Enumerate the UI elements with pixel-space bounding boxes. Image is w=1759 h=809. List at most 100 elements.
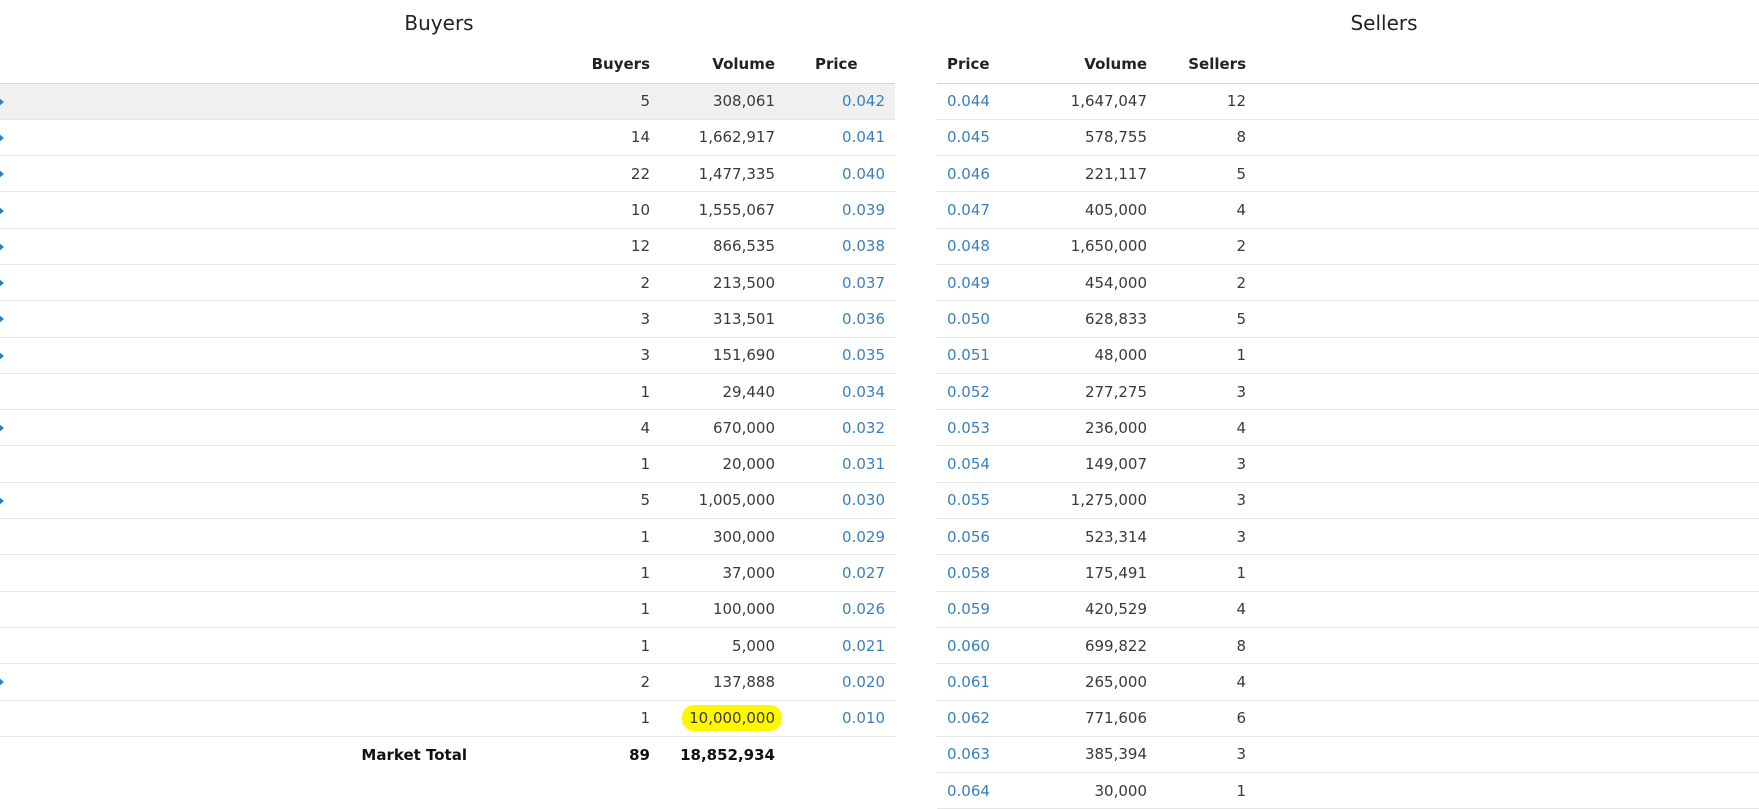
sellers-price-link[interactable]: 0.054 <box>937 445 1037 483</box>
sellers-price-link[interactable]: 0.059 <box>937 591 1037 628</box>
buyers-volume-header[interactable]: Volume <box>660 46 785 84</box>
buyers-row[interactable]: 22 1,477,335 0.040 <box>0 155 895 193</box>
sellers-price-link[interactable]: 0.055 <box>937 482 1037 520</box>
sellers-row[interactable]: 0.052 277,275 3 <box>937 373 1759 411</box>
sellers-price-link[interactable]: 0.047 <box>937 191 1037 229</box>
buyers-row[interactable]: 3 313,501 0.036 <box>0 300 895 338</box>
sellers-row[interactable]: 0.051 48,000 1 <box>937 337 1759 374</box>
sellers-price-link[interactable]: 0.062 <box>937 700 1037 737</box>
sellers-price-link[interactable]: 0.044 <box>937 83 1037 120</box>
sellers-price-link[interactable]: 0.053 <box>937 409 1037 447</box>
play-triangle-icon[interactable] <box>0 678 4 687</box>
play-triangle-icon[interactable] <box>0 351 4 360</box>
buyers-price-link[interactable]: 0.026 <box>785 591 895 628</box>
buyers-row[interactable]: 2 137,888 0.020 <box>0 663 895 701</box>
buyers-price-link[interactable]: 0.034 <box>785 373 895 411</box>
buyers-price-link[interactable]: 0.030 <box>785 482 895 520</box>
sellers-row[interactable]: 0.045 578,755 8 <box>937 119 1759 157</box>
play-triangle-icon[interactable] <box>0 279 4 288</box>
buyers-row[interactable]: 4 670,000 0.032 <box>0 409 895 447</box>
sellers-row[interactable]: 0.047 405,000 4 <box>937 191 1759 229</box>
buyers-row[interactable]: 3 151,690 0.035 <box>0 337 895 374</box>
buyers-price-link[interactable]: 0.040 <box>785 155 895 193</box>
buyers-count-cell: 1 <box>475 591 660 628</box>
buyers-price-link[interactable]: 0.035 <box>785 337 895 374</box>
buyers-price-link[interactable]: 0.031 <box>785 445 895 483</box>
buyers-row[interactable]: 1 37,000 0.027 <box>0 554 895 592</box>
sellers-price-link[interactable]: 0.046 <box>937 155 1037 193</box>
buyers-row[interactable]: 1 100,000 0.026 <box>0 591 895 628</box>
buyers-volume-cell: 100,000 <box>660 591 785 628</box>
buyers-row[interactable]: 2 213,500 0.037 <box>0 264 895 302</box>
sellers-row[interactable]: 0.061 265,000 4 <box>937 663 1759 701</box>
sellers-row[interactable]: 0.046 221,117 5 <box>937 155 1759 193</box>
buyers-price-link[interactable]: 0.039 <box>785 191 895 229</box>
buyers-count-cell: 10 <box>475 191 660 229</box>
sellers-row[interactable]: 0.044 1,647,047 12 <box>937 83 1759 120</box>
buyers-row[interactable]: 1 20,000 0.031 <box>0 445 895 483</box>
sellers-row[interactable]: 0.064 30,000 1 <box>937 772 1759 809</box>
buyers-row[interactable]: 1 5,000 0.021 <box>0 627 895 665</box>
play-triangle-icon[interactable] <box>0 97 4 106</box>
buyers-row[interactable]: 1 10,000,000 0.010 <box>0 700 895 737</box>
play-triangle-icon[interactable] <box>0 133 4 142</box>
sellers-row[interactable]: 0.058 175,491 1 <box>937 554 1759 592</box>
buyers-price-link[interactable]: 0.020 <box>785 663 895 701</box>
sellers-row[interactable]: 0.055 1,275,000 3 <box>937 482 1759 520</box>
buyers-row[interactable]: 1 300,000 0.029 <box>0 518 895 556</box>
buyers-price-link[interactable]: 0.029 <box>785 518 895 556</box>
buyers-price-link[interactable]: 0.021 <box>785 627 895 665</box>
sellers-price-link[interactable]: 0.061 <box>937 663 1037 701</box>
sellers-price-link[interactable]: 0.045 <box>937 119 1037 157</box>
buyers-row[interactable]: 1 29,440 0.034 <box>0 373 895 411</box>
buyers-row[interactable]: 14 1,662,917 0.041 <box>0 119 895 157</box>
sellers-row[interactable]: 0.062 771,606 6 <box>937 700 1759 737</box>
buyers-row[interactable]: 5 1,005,000 0.030 <box>0 482 895 520</box>
sellers-price-link[interactable]: 0.060 <box>937 627 1037 665</box>
buyers-price-link[interactable]: 0.038 <box>785 228 895 265</box>
buyers-price-link[interactable]: 0.032 <box>785 409 895 447</box>
buyers-price-link[interactable]: 0.010 <box>785 700 895 737</box>
play-triangle-icon[interactable] <box>0 315 4 324</box>
buyers-price-link[interactable]: 0.041 <box>785 119 895 157</box>
play-triangle-icon[interactable] <box>0 170 4 179</box>
sellers-price-link[interactable]: 0.064 <box>937 772 1037 809</box>
play-triangle-icon[interactable] <box>0 424 4 433</box>
play-triangle-icon[interactable] <box>0 206 4 215</box>
sellers-row[interactable]: 0.049 454,000 2 <box>937 264 1759 302</box>
buyers-count-header[interactable]: Buyers <box>475 46 660 84</box>
sellers-row[interactable]: 0.050 628,833 5 <box>937 300 1759 338</box>
sellers-row[interactable]: 0.059 420,529 4 <box>937 591 1759 628</box>
sellers-price-link[interactable]: 0.052 <box>937 373 1037 411</box>
buyers-price-link[interactable]: 0.042 <box>785 83 895 120</box>
play-triangle-icon[interactable] <box>0 496 4 505</box>
buyers-count-cell: 2 <box>475 264 660 302</box>
buyers-price-header[interactable]: Price <box>785 46 895 84</box>
sellers-price-link[interactable]: 0.058 <box>937 554 1037 592</box>
sellers-row[interactable]: 0.063 385,394 3 <box>937 736 1759 774</box>
sellers-price-header[interactable]: Price <box>937 46 1037 84</box>
buyers-price-link[interactable]: 0.036 <box>785 300 895 338</box>
sellers-row[interactable]: 0.053 236,000 4 <box>937 409 1759 447</box>
sellers-row[interactable]: 0.054 149,007 3 <box>937 445 1759 483</box>
sellers-price-link[interactable]: 0.050 <box>937 300 1037 338</box>
sellers-row[interactable]: 0.060 699,822 8 <box>937 627 1759 665</box>
sellers-price-link[interactable]: 0.063 <box>937 736 1037 774</box>
sellers-count-header[interactable]: Sellers <box>1157 46 1256 84</box>
buyers-price-link[interactable]: 0.027 <box>785 554 895 592</box>
sellers-row[interactable]: 0.048 1,650,000 2 <box>937 228 1759 265</box>
buyers-row[interactable]: 5 308,061 0.042 <box>0 83 895 120</box>
sellers-price-link[interactable]: 0.048 <box>937 228 1037 265</box>
play-triangle-icon[interactable] <box>0 242 4 251</box>
buyers-row[interactable]: 12 866,535 0.038 <box>0 228 895 265</box>
sellers-price-link[interactable]: 0.049 <box>937 264 1037 302</box>
sellers-price-link[interactable]: 0.056 <box>937 518 1037 556</box>
buyers-row[interactable]: 10 1,555,067 0.039 <box>0 191 895 229</box>
sellers-price-link[interactable]: 0.051 <box>937 337 1037 374</box>
sellers-table: Price Volume Sellers 0.044 1,647,047 12 0.0… <box>937 46 1759 809</box>
buyers-row-marker-cell <box>0 409 475 447</box>
sellers-volume-header[interactable]: Volume <box>1037 46 1157 84</box>
sellers-row[interactable]: 0.056 523,314 3 <box>937 518 1759 556</box>
sellers-filler-cell <box>1256 445 1759 483</box>
buyers-price-link[interactable]: 0.037 <box>785 264 895 302</box>
